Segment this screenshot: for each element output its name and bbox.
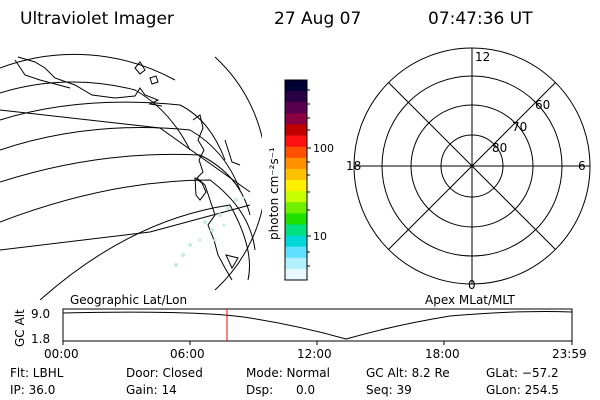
filter-readout: Flt: LBHL — [10, 366, 64, 380]
timeline-x-tick: 12:00 — [297, 347, 332, 361]
mlt-label-12: 12 — [475, 50, 490, 64]
timeline-y-bottom: 1.8 — [31, 332, 50, 346]
colorbar-segment — [285, 246, 307, 259]
lat-label-80: 80 — [492, 141, 507, 155]
coastline — [14, 59, 71, 89]
colorbar-segment — [285, 191, 307, 203]
colorbar-segment — [285, 257, 307, 270]
mlt-label-6: 6 — [578, 159, 586, 173]
colorbar-tick-100: 100 — [313, 142, 334, 155]
lat-label-60: 60 — [535, 98, 550, 112]
ip-readout: IP: 36.0 — [10, 383, 56, 397]
glon-readout: GLon: 254.5 — [486, 383, 559, 397]
colorbar-segment — [285, 268, 307, 281]
timeline-left-title: Geographic Lat/Lon — [70, 293, 188, 307]
timeline-x-tick: 23:59 — [552, 347, 587, 361]
dsp-readout: Dsp: 0.0 — [246, 383, 316, 397]
meridian-line — [0, 109, 251, 193]
colorbar-segment — [285, 124, 307, 137]
latitude-line — [39, 204, 251, 300]
colorbar-segment — [285, 202, 307, 214]
gc-alt-readout: GC Alt: 8.2 Re — [366, 366, 450, 380]
colorbar-segment — [285, 91, 307, 103]
colorbar-segment — [285, 224, 307, 237]
colorbar-segment — [285, 157, 307, 170]
mlt-line-diagonal — [388, 82, 556, 250]
coastline — [192, 114, 233, 281]
coastline — [134, 61, 146, 75]
timeline-right-title: Apex MLat/MLT — [425, 293, 515, 307]
timeline-x-tick: 00:00 — [44, 347, 79, 361]
colorbar-segment — [285, 80, 307, 92]
time-label: 07:47:36 UT — [428, 9, 533, 29]
colorbar-tick-10: 10 — [313, 230, 327, 243]
colorbar-segment — [285, 146, 307, 159]
earth-limb — [214, 56, 262, 291]
date-label: 27 Aug 07 — [274, 9, 362, 29]
seq-readout: Seq: 39 — [366, 383, 412, 397]
instrument-title: Ultraviolet Imager — [20, 9, 174, 29]
colorbar-segment — [285, 135, 307, 148]
colorbar-segment — [285, 113, 307, 125]
latitude-line — [0, 153, 251, 216]
gain-readout: Gain: 14 — [126, 383, 177, 397]
coastline — [225, 254, 239, 270]
mlt-label-18: 18 — [346, 159, 361, 173]
glat-readout: GLat: −57.2 — [486, 366, 559, 380]
colorbar-segment — [285, 102, 307, 114]
coastline — [17, 56, 163, 107]
colorbar-unit-label: photon cm⁻²s⁻¹ — [267, 147, 281, 240]
latitude-line — [0, 179, 256, 251]
latitude-line — [0, 81, 191, 151]
coastline — [194, 176, 207, 201]
lat-label-70: 70 — [512, 120, 527, 134]
timeline-axis-label: GC Alt — [13, 309, 27, 347]
colorbar-segment — [285, 180, 307, 192]
mode-readout: Mode: Normal — [246, 366, 330, 380]
meridian-line — [0, 204, 251, 251]
door-readout: Door: Closed — [126, 366, 203, 380]
coastline — [224, 139, 241, 166]
altitude-curve — [62, 311, 573, 340]
latitude-line — [0, 101, 226, 161]
aurora-specks — [174, 196, 245, 267]
timeline-x-tick: 06:00 — [170, 347, 205, 361]
timeline-y-top: 9.0 — [31, 307, 50, 321]
colorbar-segment — [285, 213, 307, 225]
coastline — [149, 75, 159, 85]
latitude-line — [0, 127, 241, 191]
latitude-line — [0, 53, 176, 81]
colorbar-segment — [285, 168, 307, 181]
timeline-x-tick: 18:00 — [425, 347, 460, 361]
colorbar-segment — [285, 235, 307, 248]
mlt-label-0: 0 — [468, 278, 476, 292]
